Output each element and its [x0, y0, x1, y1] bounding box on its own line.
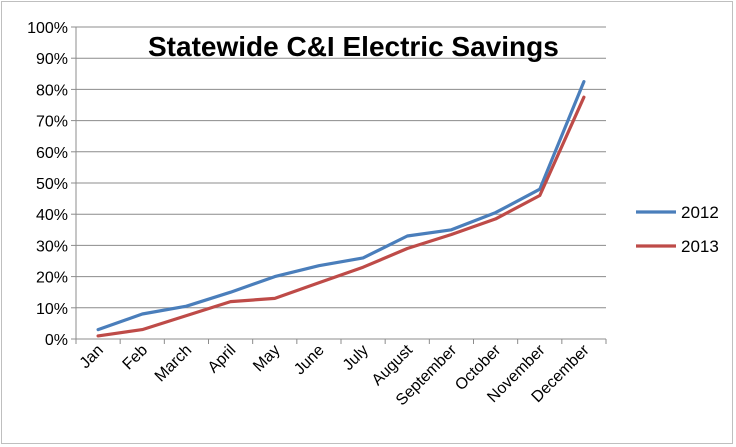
y-tick-label: 50% — [36, 176, 68, 193]
x-tick-label: June — [291, 342, 328, 379]
legend-label-2012: 2012 — [681, 203, 719, 222]
x-tick-label: Feb — [120, 342, 152, 374]
series-line-2013 — [96, 95, 586, 338]
legend-label-2013: 2013 — [681, 237, 719, 256]
y-tick-label: 90% — [36, 51, 68, 68]
y-tick-label: 80% — [36, 82, 68, 99]
y-tick-label: 40% — [36, 207, 68, 224]
y-tick-label: 0% — [45, 332, 68, 349]
x-tick-label: July — [340, 342, 372, 374]
y-tick-label: 60% — [36, 145, 68, 162]
y-tick-label: 100% — [27, 20, 68, 37]
y-axis-ticks: 0% 10% 20% 30% 40% 50% 60% 70% 80% 90% 100% — [27, 20, 76, 349]
y-tick-label: 30% — [36, 238, 68, 255]
x-tick-label: Jan — [77, 342, 107, 372]
x-tick-label: May — [250, 342, 283, 375]
x-tick-label: March — [152, 342, 195, 385]
legend: 2012 2013 — [636, 203, 719, 256]
y-tick-label: 70% — [36, 114, 68, 131]
gridlines — [76, 26, 606, 309]
x-tick-label: April — [205, 342, 240, 377]
x-axis-ticks: Jan Feb March April May June JulyAugustSeptemb… — [75, 339, 607, 409]
chart-title: Statewide C&I Electric Savings — [148, 31, 559, 62]
y-tick-label: 10% — [36, 301, 68, 318]
series-lines — [96, 79, 586, 338]
axes — [75, 27, 606, 340]
y-tick-label: 20% — [36, 270, 68, 287]
series-line-2012 — [96, 79, 586, 332]
